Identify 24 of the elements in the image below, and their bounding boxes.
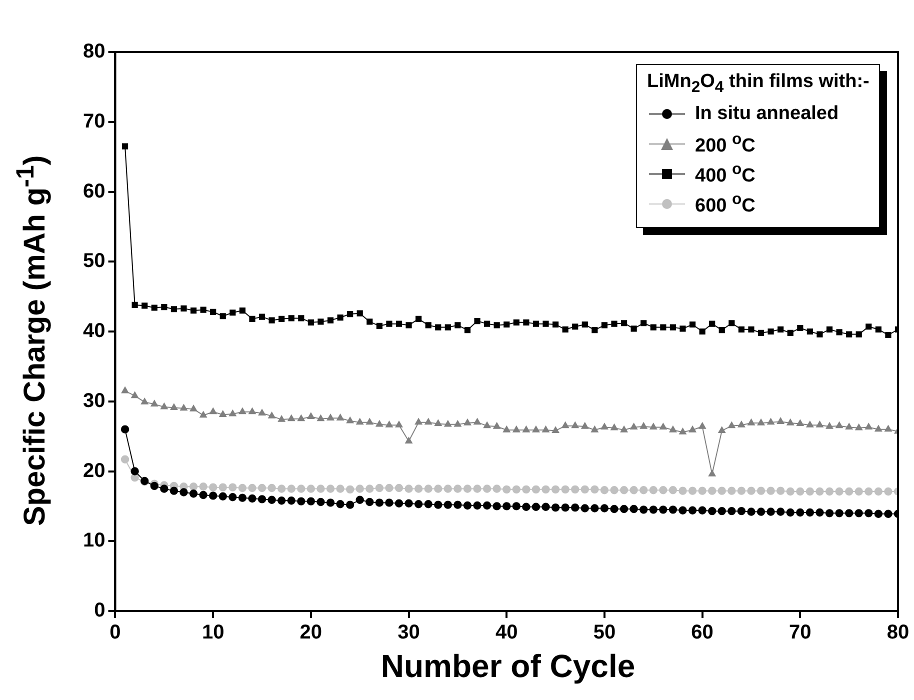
x-tick-label: 30 [398,622,420,644]
legend-title: LiMn$_{2}$O$_{4}$ thin films with:- [647,71,870,97]
y-tick-label: 30 [82,390,106,412]
x-tick-label: 80 [886,622,910,644]
x-tick-label: 20 [300,622,322,644]
legend-label: In situ annealed [695,102,839,125]
y-tick-label: 0 [94,600,106,622]
x-tick-label: 0 [110,622,121,644]
x-tick-label: 50 [593,622,616,644]
x-tick-label: 70 [789,622,812,644]
y-tick-label: 70 [82,110,106,132]
x-tick-label: 40 [496,622,518,644]
y-tick-label: 80 [82,40,106,63]
y-tick-label: 60 [82,180,106,202]
x-axis-title: Number of Cycle [380,648,636,685]
x-tick-label: 60 [691,622,714,644]
legend-label: 400 $^{o}$C [695,160,756,187]
legend-label: 600 $^{o}$C [695,190,756,217]
y-tick-label: 10 [82,530,106,552]
y-tick-label: 50 [82,250,106,272]
x-tick-label: 10 [202,622,224,644]
legend-label: 200 $^{o}$C [695,130,756,157]
y-tick-label: 20 [82,460,106,482]
y-tick-label: 40 [82,320,106,342]
